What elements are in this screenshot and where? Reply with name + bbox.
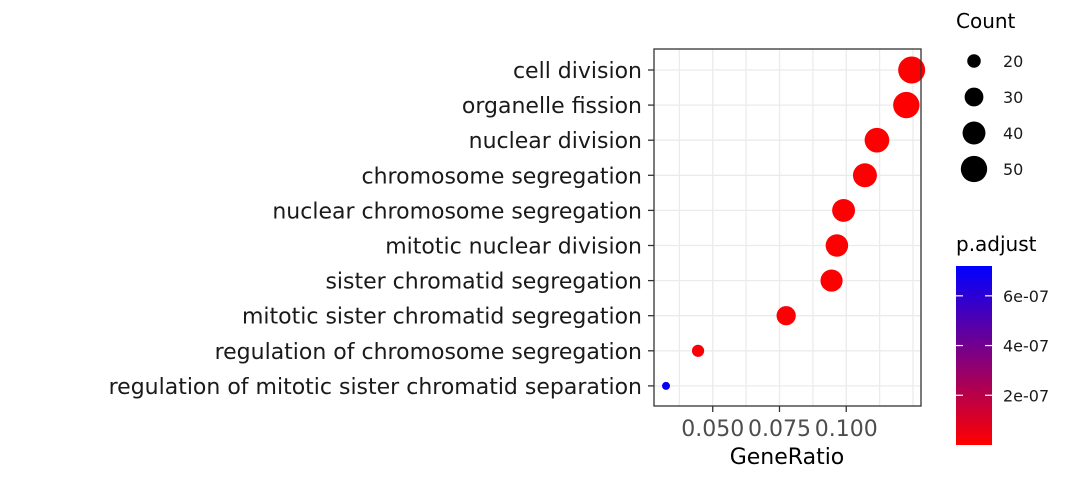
size-legend-label: 30 (1003, 88, 1023, 107)
x-tick-label: 0.050 (681, 417, 744, 442)
data-point (864, 127, 890, 153)
data-point (893, 91, 920, 119)
plot-border (653, 48, 922, 407)
size-legend-label: 40 (1003, 124, 1023, 143)
x-axis: 0.050 0.075 0.100 (681, 406, 878, 442)
y-axis: cell division organelle fission nuclear di… (109, 59, 654, 400)
y-tick-label: mitotic nuclear division (385, 235, 642, 260)
size-legend-key (967, 54, 981, 68)
size-legend-title: Count (956, 9, 1016, 33)
y-tick-label: nuclear chromosome segregation (272, 199, 642, 224)
color-legend-label: 2e-07 (1003, 386, 1049, 405)
size-legend: 20 30 40 50 (960, 52, 1023, 183)
x-tick-label: 0.100 (815, 417, 878, 442)
data-point (832, 198, 856, 222)
data-point (662, 381, 671, 390)
x-axis-title: GeneRatio (730, 445, 845, 470)
color-legend-ticks: 2e-07 4e-07 6e-07 (956, 287, 1049, 405)
size-legend-label: 20 (1003, 52, 1023, 71)
data-points (662, 56, 926, 390)
size-legend-key (964, 87, 984, 107)
data-point (852, 163, 877, 188)
color-legend-label: 6e-07 (1003, 287, 1049, 306)
data-point (691, 344, 705, 357)
y-tick-label: regulation of mitotic sister chromatid s… (109, 375, 642, 400)
y-tick-label: cell division (513, 59, 642, 84)
size-legend-key (962, 121, 986, 145)
size-legend-key (960, 155, 988, 183)
size-legend-label: 50 (1003, 160, 1023, 179)
y-tick-label: sister chromatid segregation (325, 270, 642, 295)
y-tick-label: chromosome segregation (362, 164, 642, 189)
x-tick-label: 0.075 (748, 417, 811, 442)
y-tick-label: organelle fission (462, 94, 642, 119)
data-point (898, 56, 926, 84)
data-point (820, 269, 843, 292)
y-tick-label: nuclear division (469, 129, 642, 154)
color-legend-bar (956, 266, 992, 445)
y-tick-label: mitotic sister chromatid segregation (242, 305, 642, 330)
color-legend-label: 4e-07 (1003, 337, 1049, 356)
y-tick-label: regulation of chromosome segregation (215, 340, 642, 365)
data-point (776, 306, 796, 326)
data-point (825, 234, 849, 257)
color-legend-title: p.adjust (956, 232, 1037, 256)
